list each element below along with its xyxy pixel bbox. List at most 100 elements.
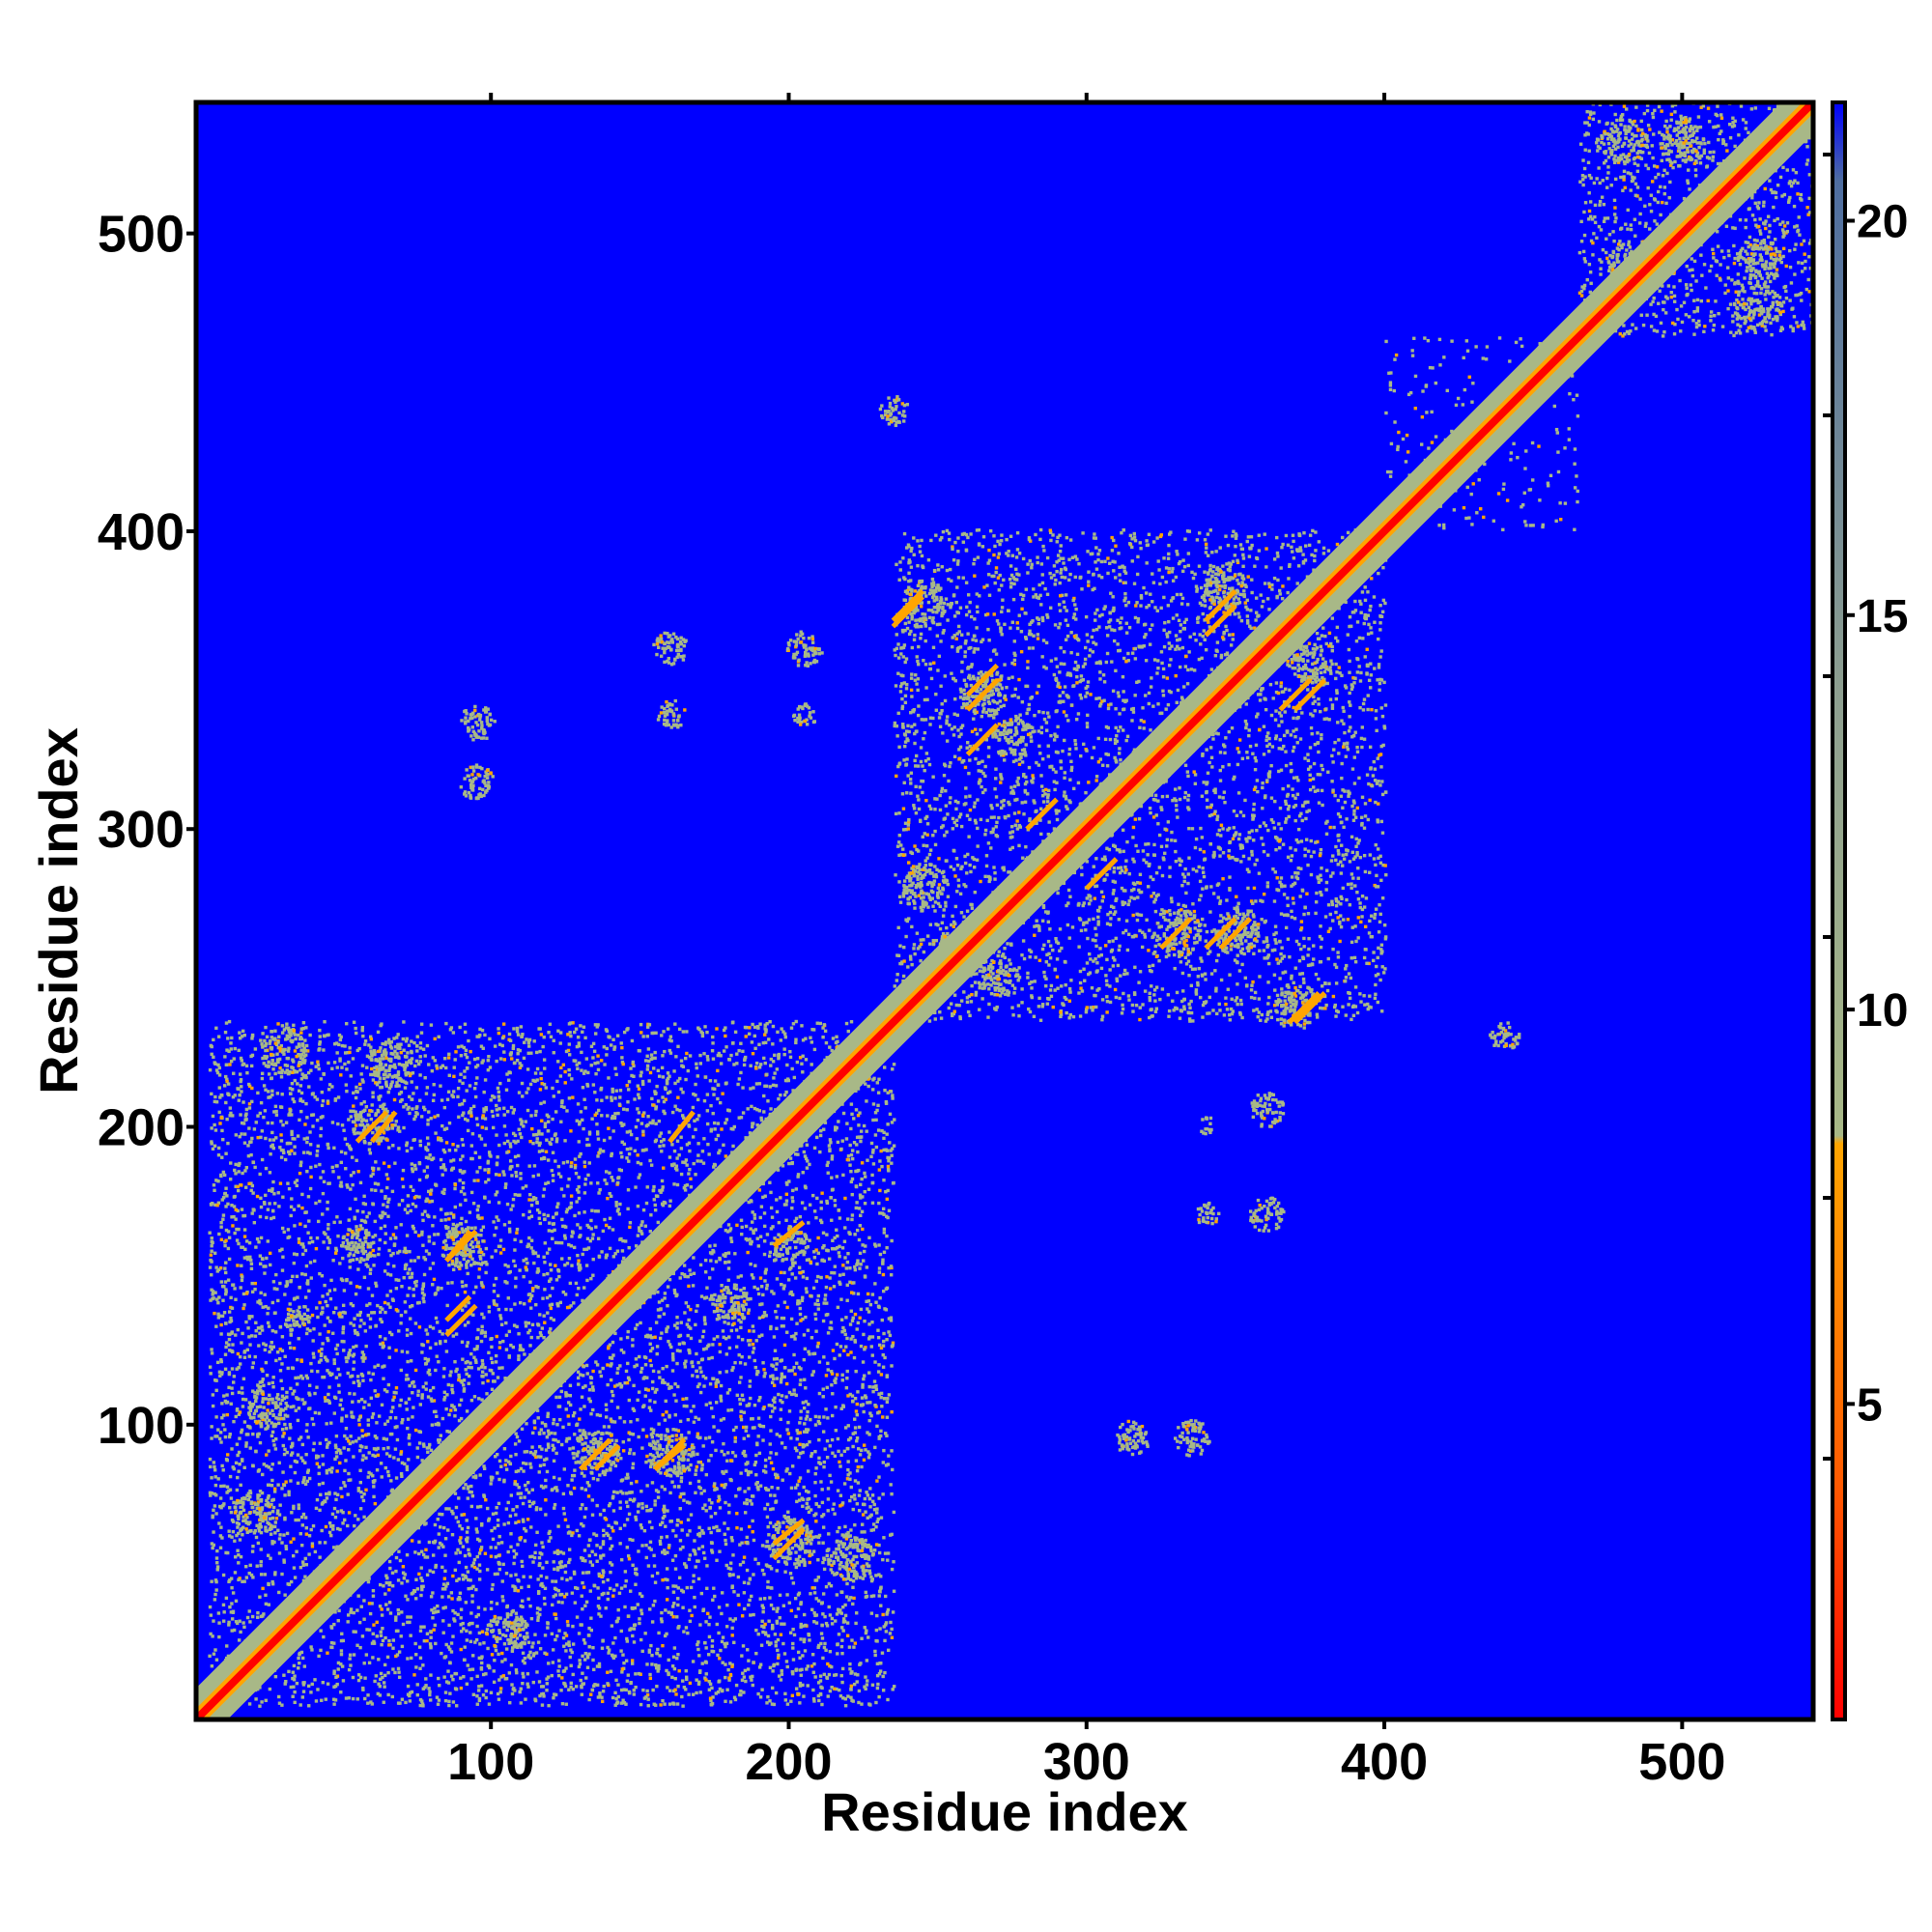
heatmap-cell — [444, 1406, 448, 1411]
heatmap-cell — [227, 1385, 231, 1390]
heatmap-cell — [840, 1246, 845, 1250]
heatmap-cell — [232, 1466, 236, 1471]
heatmap-cell — [750, 1040, 754, 1044]
heatmap-cell — [554, 1159, 557, 1163]
heatmap-cell — [783, 1691, 787, 1696]
heatmap-cell — [414, 1059, 419, 1064]
heatmap-cell — [647, 1650, 651, 1654]
heatmap-cell — [529, 1246, 533, 1250]
heatmap-cell — [604, 1223, 609, 1228]
heatmap-cell — [347, 1060, 351, 1065]
heatmap-cell — [313, 1094, 317, 1099]
heatmap-cell — [850, 1394, 855, 1398]
heatmap-cell — [358, 1260, 362, 1264]
heatmap-cell — [360, 1494, 364, 1499]
heatmap-cell — [861, 1195, 865, 1199]
heatmap-cell — [498, 1314, 502, 1318]
heatmap-cell — [380, 1403, 384, 1407]
heatmap-cell — [596, 1209, 600, 1213]
heatmap-cell — [603, 1178, 607, 1182]
heatmap-cell — [679, 1492, 684, 1496]
heatmap-cell — [348, 1653, 353, 1657]
heatmap-cell — [741, 1398, 746, 1402]
heatmap-cell — [543, 1217, 547, 1221]
heatmap-cell — [418, 1656, 423, 1661]
heatmap-cell — [367, 1043, 371, 1047]
heatmap-cell — [553, 1692, 556, 1696]
heatmap-cell — [602, 1553, 606, 1557]
heatmap-cell — [672, 1485, 677, 1489]
heatmap-cell — [812, 1256, 817, 1260]
heatmap-cell — [556, 1029, 560, 1033]
heatmap-cell — [760, 1619, 764, 1624]
heatmap-cell — [232, 1628, 237, 1633]
heatmap-cell — [780, 1375, 784, 1379]
heatmap-cell — [631, 1634, 635, 1638]
heatmap-cell — [801, 1038, 806, 1042]
heatmap-cell — [643, 1632, 647, 1635]
heatmap-cell — [769, 1414, 773, 1419]
heatmap-cell — [479, 1331, 484, 1335]
heatmap-cell — [531, 1174, 535, 1179]
heatmap-cell — [524, 1321, 527, 1324]
heatmap-cell — [860, 1636, 864, 1640]
heatmap-cell — [749, 1498, 753, 1503]
heatmap-cell — [495, 1215, 498, 1219]
heatmap-cell — [857, 1123, 861, 1127]
heatmap-cell — [224, 1321, 228, 1325]
heatmap-cell — [384, 1063, 388, 1067]
heatmap-cell — [534, 1506, 539, 1510]
heatmap-cell — [773, 1472, 778, 1476]
heatmap-cell — [219, 1173, 223, 1178]
heatmap-cell — [807, 1490, 810, 1494]
heatmap-cell — [699, 1030, 703, 1034]
heatmap-cell — [338, 1448, 342, 1453]
heatmap-cell — [270, 1478, 274, 1483]
heatmap-cell — [421, 1442, 426, 1446]
heatmap-cell — [221, 1573, 226, 1577]
heatmap-cell — [565, 1109, 569, 1113]
heatmap-cell — [889, 1316, 894, 1320]
heatmap-cell — [721, 1635, 725, 1639]
heatmap-cell — [801, 1317, 805, 1321]
heatmap-cell — [370, 1311, 374, 1315]
heatmap-cell — [564, 1407, 568, 1411]
heatmap-cell — [657, 1370, 661, 1374]
heatmap-cell — [361, 1352, 366, 1357]
heatmap-cell — [768, 1456, 772, 1461]
heatmap-cell — [264, 1698, 268, 1703]
heatmap-cell — [480, 1661, 484, 1665]
heatmap-cell — [681, 1704, 685, 1708]
heatmap-cell — [761, 1469, 766, 1473]
heatmap-cell — [593, 1023, 598, 1027]
heatmap-cell — [691, 1284, 696, 1288]
heatmap-cell — [813, 1423, 818, 1427]
heatmap-cell — [535, 1408, 540, 1412]
heatmap-cell — [266, 1321, 270, 1325]
heatmap-cell — [577, 1632, 582, 1635]
heatmap-cell — [816, 1576, 821, 1579]
heatmap-cell — [634, 1685, 638, 1690]
heatmap-cell — [409, 1634, 412, 1637]
heatmap-cell — [219, 1525, 223, 1529]
heatmap-cell — [852, 1596, 856, 1601]
heatmap-cell — [753, 1285, 756, 1290]
heatmap-cell — [804, 1058, 809, 1062]
heatmap-cell — [621, 1698, 625, 1702]
heatmap-cell — [649, 1548, 653, 1551]
heatmap-cell — [810, 1373, 814, 1377]
heatmap-cell — [567, 1422, 571, 1427]
heatmap-cell — [306, 1684, 311, 1689]
heatmap-cell — [463, 1553, 468, 1558]
heatmap-cell — [348, 1349, 353, 1352]
heatmap-cell — [728, 1567, 733, 1571]
heatmap-cell — [685, 1677, 689, 1682]
heatmap-cell — [403, 1573, 407, 1577]
heatmap-cell — [428, 1442, 432, 1447]
heatmap-cell — [251, 1361, 255, 1365]
heatmap-cell — [814, 1621, 819, 1625]
heatmap-cell — [464, 1565, 469, 1570]
heatmap-cell — [412, 1163, 417, 1168]
heatmap-cell — [798, 1442, 802, 1446]
heatmap-cell — [462, 1675, 466, 1679]
